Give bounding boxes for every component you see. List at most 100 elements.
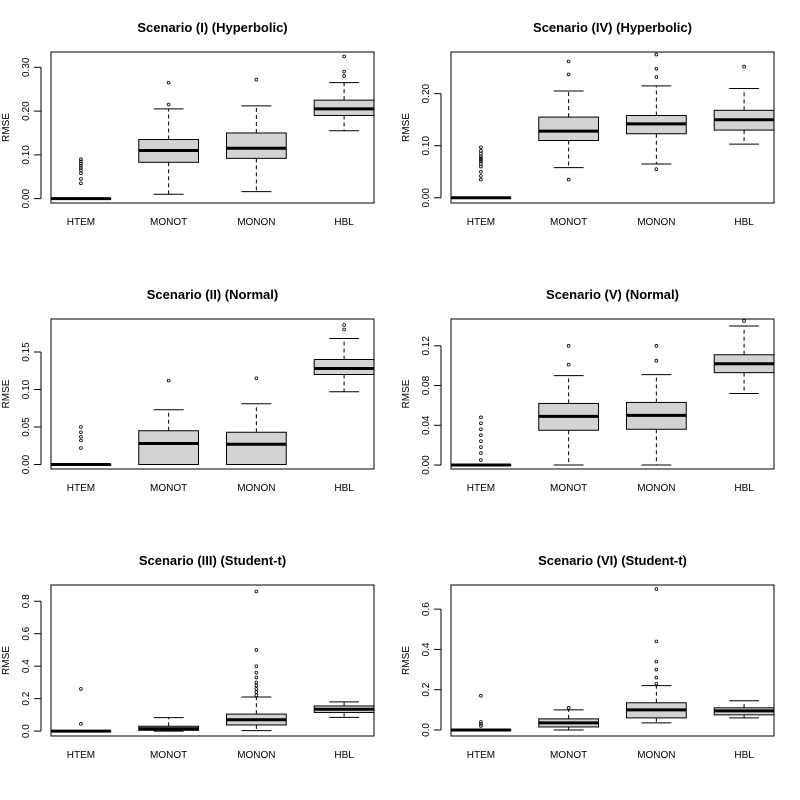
box-monon <box>225 376 287 465</box>
outlier-point <box>479 169 483 174</box>
y-axis-label: RMSE <box>401 379 412 408</box>
outlier-point <box>254 683 259 688</box>
iqr-box <box>538 116 600 142</box>
panel-6: Scenario (VI) (Student-t) 0.0 0.2 0.4 0.6 RMS… <box>401 553 775 761</box>
x-tick-label: HTEM <box>67 750 95 761</box>
outlier-point <box>254 648 259 652</box>
x-tick-label: MONON <box>237 750 275 761</box>
y-tick-label: 0.04 <box>421 415 432 435</box>
outlier-point <box>566 177 571 182</box>
outlier-point <box>166 80 171 85</box>
box-htem <box>450 693 512 732</box>
outlier-point <box>79 446 83 450</box>
outlier-point <box>79 157 83 162</box>
y-tick-label: 0.0 <box>421 723 432 737</box>
y-axis-label: RMSE <box>1 113 12 142</box>
panel-4: Scenario (V) (Normal) 0.00 0.04 0.08 0.12 RMS… <box>401 287 775 494</box>
outlier-point <box>342 54 346 59</box>
iqr-box <box>225 132 287 159</box>
box-monon <box>625 587 687 724</box>
y-tick-label: 0.00 <box>21 188 32 208</box>
y-tick-label: 0.12 <box>421 336 432 356</box>
outlier-point <box>479 445 483 449</box>
box-htem <box>450 415 512 467</box>
x-tick-label: HBL <box>334 750 354 761</box>
x-tick-label: MONON <box>637 483 675 494</box>
y-tick-label: 0.4 <box>21 659 32 673</box>
x-tick-label: HTEM <box>467 217 495 228</box>
outlier-point <box>654 66 659 71</box>
outlier-point <box>479 415 483 420</box>
iqr-box <box>225 431 287 465</box>
outlier-point <box>479 174 483 178</box>
outlier-point <box>79 163 83 168</box>
outlier-point <box>342 69 346 74</box>
x-tick-label: MONOT <box>150 750 187 761</box>
box-hbl <box>313 323 375 393</box>
outlier-point <box>566 706 571 710</box>
iqr-box <box>138 430 200 465</box>
outlier-point <box>79 168 83 172</box>
outlier-point <box>654 681 659 686</box>
box-monot <box>538 706 600 731</box>
box-hbl <box>713 700 775 719</box>
outlier-point <box>254 687 259 691</box>
outlier-point <box>79 166 83 170</box>
outlier-point <box>479 433 483 438</box>
outlier-point <box>479 724 483 728</box>
outlier-point <box>479 439 483 443</box>
outlier-point <box>79 434 83 439</box>
y-tick-label: 0.08 <box>421 375 432 395</box>
outlier-point <box>742 64 746 69</box>
y-tick-label: 0.8 <box>21 594 32 608</box>
x-tick-label: HTEM <box>467 750 495 761</box>
x-tick-label: HTEM <box>467 483 495 494</box>
box-monot <box>538 344 600 466</box>
outlier-point <box>479 149 483 153</box>
outlier-point <box>654 675 659 680</box>
panel-3: Scenario (II) (Normal) 0.00 0.05 0.10 0.15 RM… <box>1 287 375 494</box>
outlier-point <box>654 167 659 171</box>
box-monot <box>138 717 200 732</box>
outlier-point <box>479 421 483 426</box>
outlier-point <box>479 458 483 462</box>
panel-title: Scenario (IV) (Hyperbolic) <box>533 20 692 35</box>
box-htem <box>450 145 512 200</box>
outlier-point <box>79 181 83 186</box>
outlier-point <box>79 161 83 166</box>
panel-title: Scenario (VI) (Student-t) <box>538 553 687 568</box>
y-tick-label: 0.20 <box>21 101 32 121</box>
y-tick-label: 0.15 <box>21 342 32 362</box>
y-tick-label: 0.2 <box>421 682 432 696</box>
x-tick-label: HBL <box>334 483 354 494</box>
plot-frame <box>450 584 775 737</box>
outlier-point <box>654 587 659 591</box>
y-tick-label: 0.30 <box>21 57 32 77</box>
box-monot <box>138 378 200 465</box>
plot-frame <box>50 318 375 470</box>
outlier-point <box>479 722 483 726</box>
y-tick-label: 0.00 <box>421 188 432 208</box>
box-monon <box>625 344 687 466</box>
x-tick-label: HBL <box>734 483 754 494</box>
y-tick-label: 0.6 <box>421 602 432 616</box>
y-tick-label: 0.20 <box>421 83 432 103</box>
x-tick-label: MONOT <box>150 483 187 494</box>
outlier-point <box>166 378 171 383</box>
box-hbl <box>313 701 375 718</box>
panel-2: Scenario (IV) (Hyperbolic) 0.00 0.10 0.20 RM… <box>401 20 775 228</box>
outlier-point <box>254 675 259 680</box>
y-tick-label: 0.05 <box>21 417 32 437</box>
plot-frame <box>50 51 375 204</box>
x-tick-label: MONOT <box>550 483 587 494</box>
outlier-point <box>479 156 483 161</box>
outlier-point <box>742 319 746 323</box>
outlier-point <box>79 159 83 164</box>
y-axis-label: RMSE <box>1 379 12 408</box>
x-tick-label: MONON <box>237 217 275 228</box>
outlier-point <box>342 323 346 327</box>
outlier-point <box>479 157 483 162</box>
y-axis-label: RMSE <box>401 113 412 142</box>
x-tick-label: HTEM <box>67 217 95 228</box>
outlier-point <box>654 75 659 79</box>
